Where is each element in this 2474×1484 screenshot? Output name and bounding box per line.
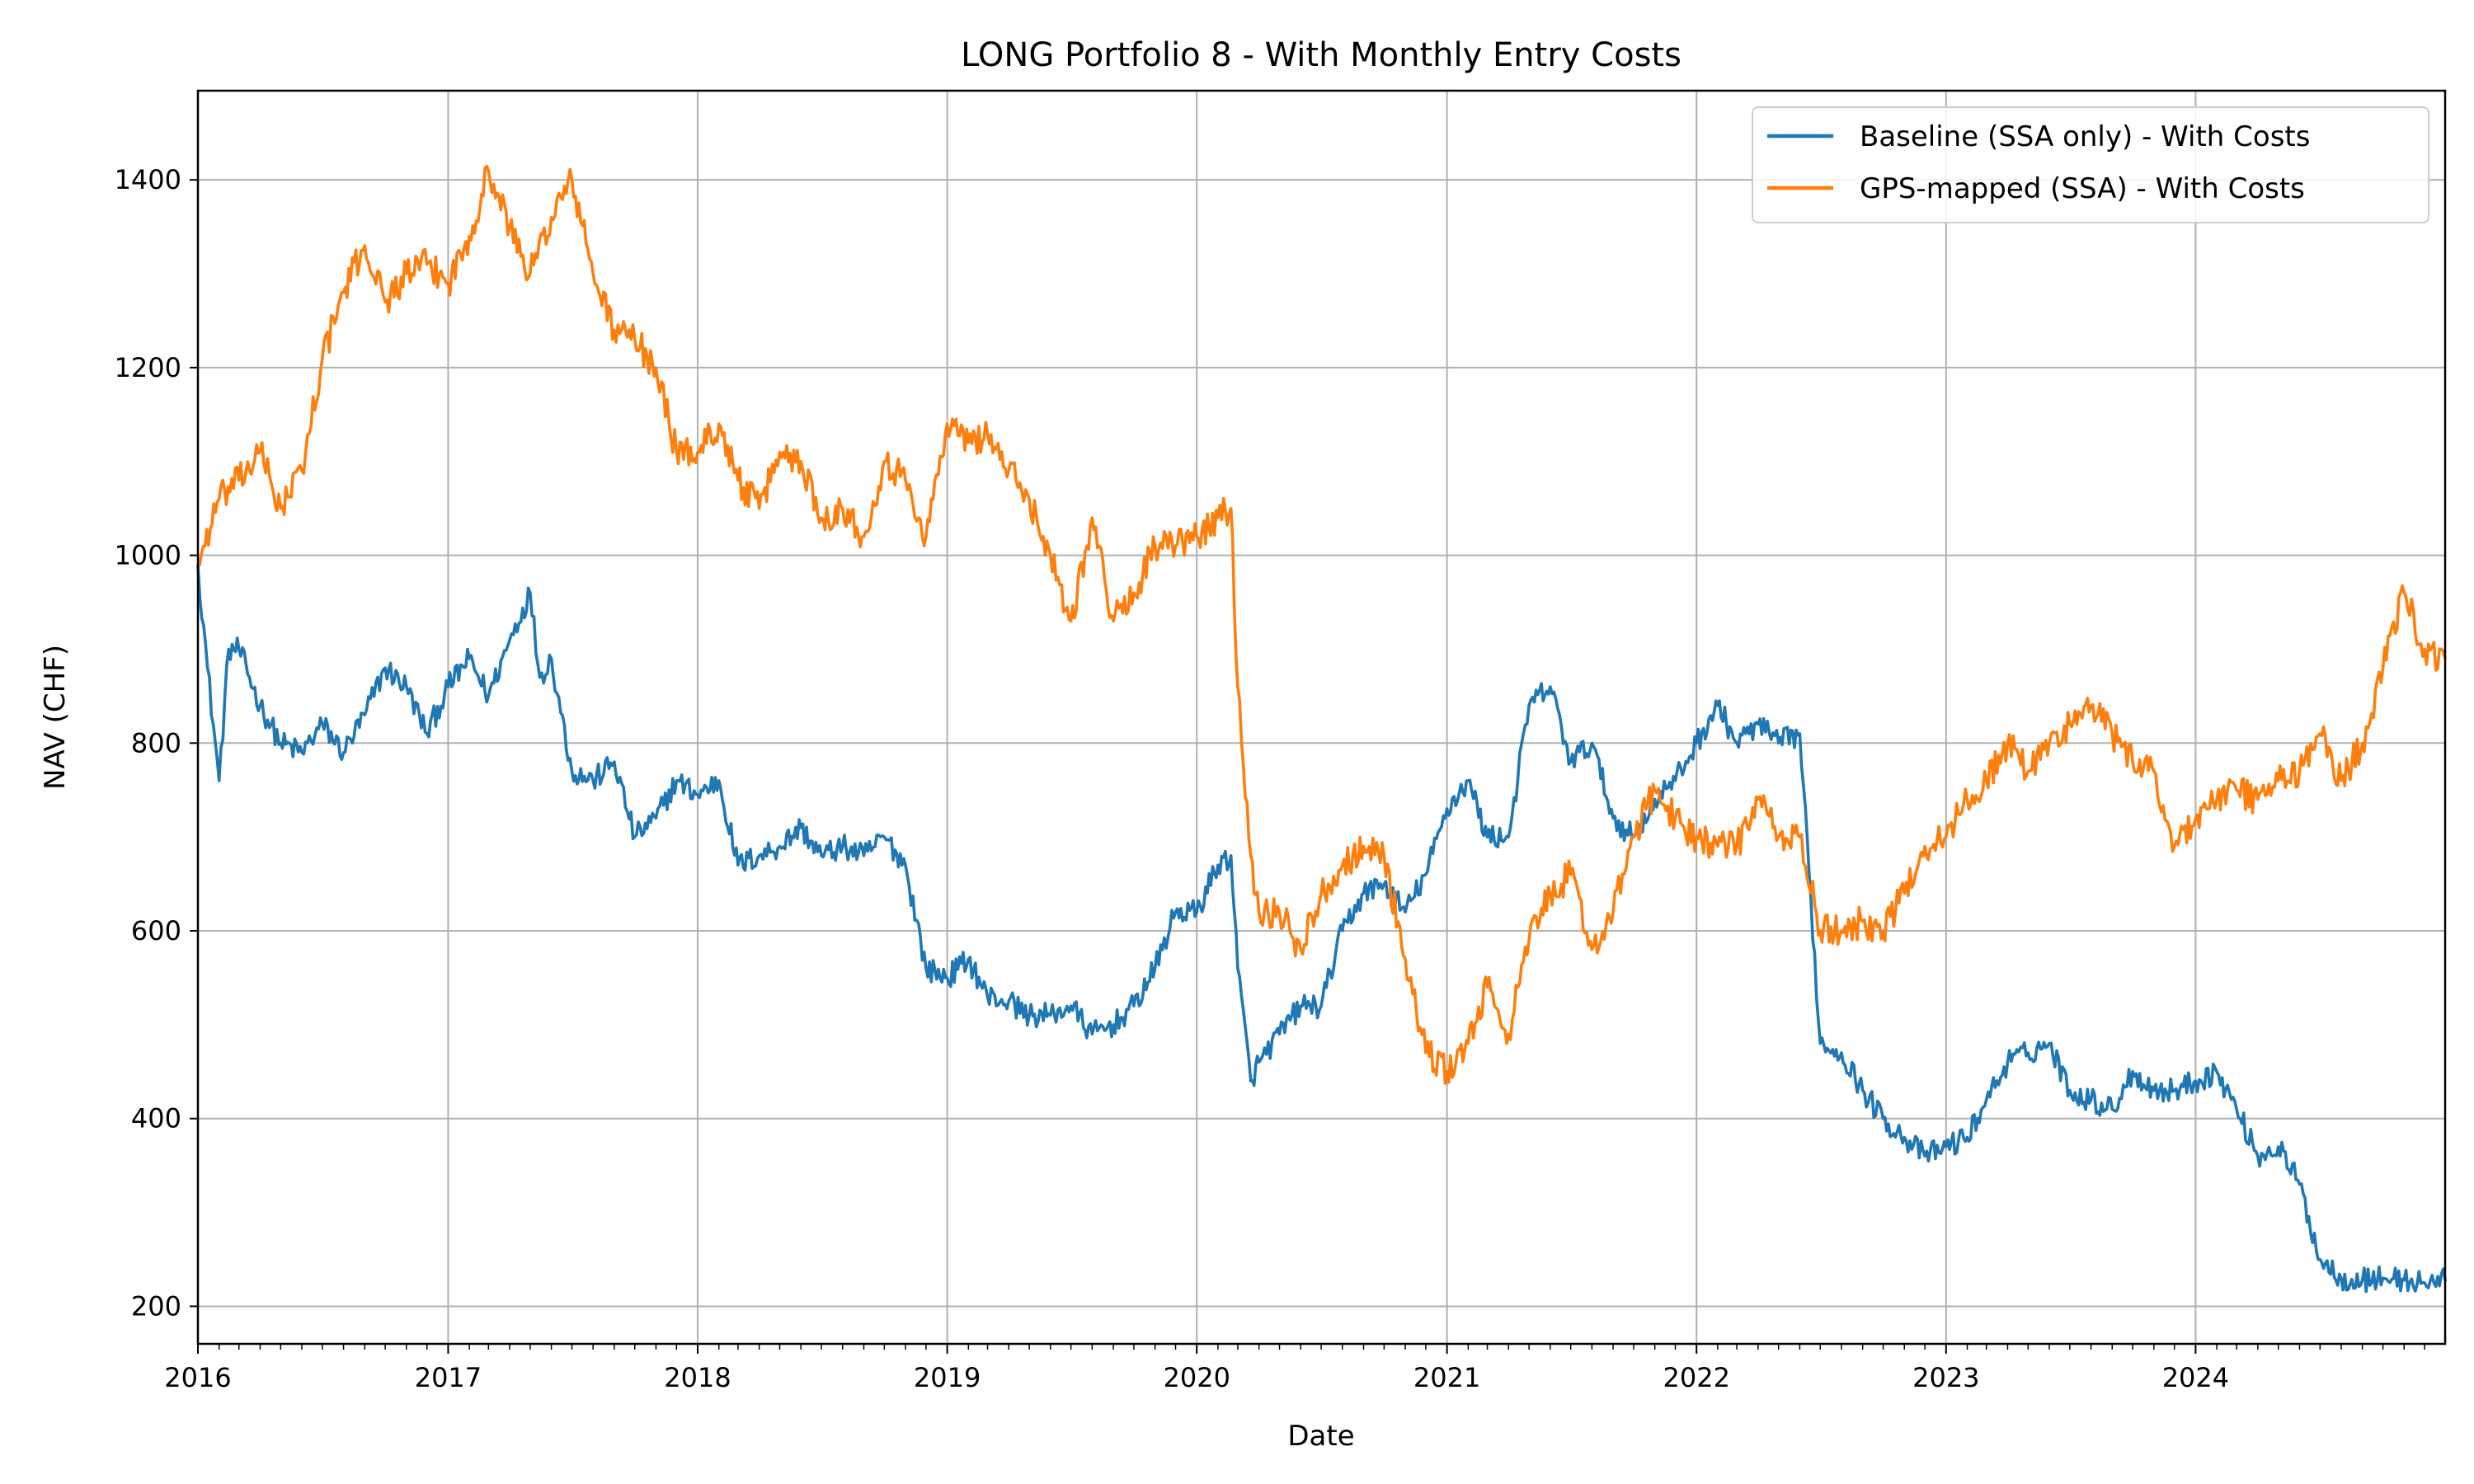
y-tick-label: 1200 xyxy=(115,352,181,383)
legend: Baseline (SSA only) - With Costs GPS-map… xyxy=(1752,106,2429,223)
y-tick-label: 1000 xyxy=(115,540,181,571)
axes: 200 400 600 800 1000 1200 1400 2016 2017 2018 2019… xyxy=(115,164,2425,1393)
series-line-baseline xyxy=(196,563,2447,1294)
chart-title: LONG Portfolio 8 - With Monthly Entry Co… xyxy=(961,36,1681,74)
x-tick-label: 2020 xyxy=(1163,1362,1230,1393)
y-tick-label: 400 xyxy=(131,1103,181,1134)
x-tick-label: 2017 xyxy=(415,1362,482,1393)
x-tick-label: 2019 xyxy=(914,1362,981,1393)
x-tick-label: 2024 xyxy=(2162,1362,2229,1393)
x-tick-label: 2022 xyxy=(1663,1362,1730,1393)
series-line-gps-mapped xyxy=(196,164,2447,1085)
legend-box xyxy=(1752,106,2429,223)
legend-label-gps: GPS-mapped (SSA) - With Costs xyxy=(1860,172,2305,205)
series-lines xyxy=(196,164,2447,1294)
x-tick-label: 2023 xyxy=(1912,1362,1979,1393)
y-axis-label: NAV (CHF) xyxy=(39,645,72,790)
y-tick-label: 1400 xyxy=(115,164,181,195)
x-tick-label: 2016 xyxy=(164,1362,231,1393)
y-tick-label: 600 xyxy=(131,915,181,946)
x-axis-label: Date xyxy=(1287,1420,1354,1453)
y-tick-label: 800 xyxy=(131,727,181,758)
y-tick-label: 200 xyxy=(131,1290,181,1322)
x-tick-label: 2021 xyxy=(1413,1362,1480,1393)
legend-label-baseline: Baseline (SSA only) - With Costs xyxy=(1860,120,2310,153)
x-tick-label: 2018 xyxy=(664,1362,731,1393)
